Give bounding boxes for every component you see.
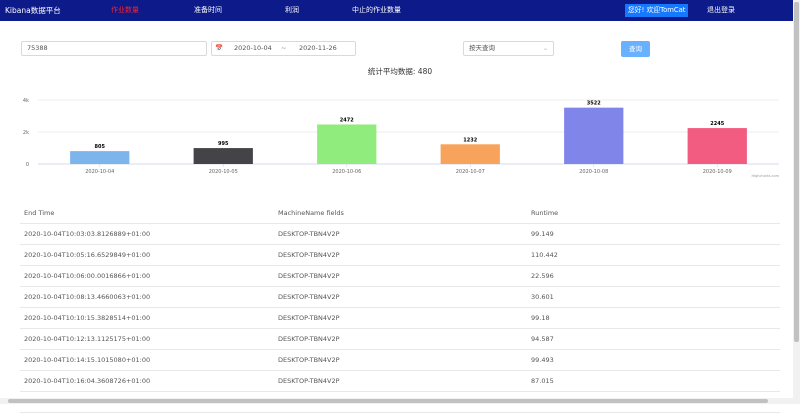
- cell-machine-name: DESKTOP-TBN4V2P: [278, 314, 340, 322]
- cell-machine-name: DESKTOP-TBN4V2P: [278, 356, 340, 364]
- y-tick-label: 2k: [23, 130, 29, 136]
- x-tick-label: 2020-10-04: [85, 169, 114, 175]
- chevron-down-icon: ⌄: [542, 45, 548, 52]
- logout-link[interactable]: 退出登录: [707, 6, 735, 14]
- bar-2020-10-05: [193, 148, 253, 164]
- chart-credits: Highcharts.com: [751, 174, 779, 178]
- cell-runtime: 99.493: [531, 356, 554, 364]
- header-machine-name: MachineName fields: [278, 209, 344, 217]
- cell-end-time: 2020-10-04T10:14:15.1015080+01:00: [24, 356, 151, 364]
- cell-end-time: 2020-10-04T10:06:00.0016866+01:00: [24, 272, 151, 280]
- nav-item-profit[interactable]: 利润: [285, 6, 299, 14]
- horizontal-scroll-thumb[interactable]: [8, 399, 768, 403]
- bar-value-label: 2245: [710, 121, 724, 127]
- query-mode-select[interactable]: 按天查询 ⌄: [463, 41, 554, 56]
- y-tick-label: 0: [26, 162, 29, 168]
- cell-end-time: 2020-10-04T10:12:13.1125175+01:00: [24, 335, 151, 343]
- average-stat-label: 统计平均数据:: [367, 67, 416, 76]
- x-tick-label: 2020-10-09: [703, 169, 732, 175]
- cell-machine-name: DESKTOP-TBN4V2P: [278, 293, 340, 301]
- cell-end-time: 2020-10-04T10:10:15.3828514+01:00: [24, 314, 151, 322]
- bar-2020-10-08: [564, 107, 624, 164]
- table-row: 2020-10-04T10:14:15.1015080+01:00 DESKTOP…: [20, 350, 780, 371]
- bar-2020-10-04: [70, 151, 130, 164]
- cell-runtime: 22.596: [531, 272, 554, 280]
- bar-value-label: 2472: [340, 117, 354, 123]
- query-mode-value: 按天查询: [469, 44, 495, 52]
- bar-chart: 0 2k 4k 805 2020-10-04 995 2020-10-05 2472 2020-…: [23, 98, 780, 178]
- cell-runtime: 99.18: [531, 314, 550, 322]
- y-tick-label: 4k: [23, 98, 29, 104]
- table-row: 2020-10-04T10:03:03.8126889+01:00 DESKTOP…: [20, 224, 780, 245]
- table-header: End Time MachineName fields Runtime: [20, 203, 780, 224]
- bar-2020-10-09: [687, 128, 747, 164]
- bar-2020-10-07: [440, 144, 500, 164]
- date-start-input[interactable]: 2020-10-04: [234, 44, 272, 52]
- cell-end-time: 2020-10-04T10:03:03.8126889+01:00: [24, 230, 151, 238]
- cell-runtime: 30.601: [531, 293, 554, 301]
- cell-machine-name: DESKTOP-TBN4V2P: [278, 335, 340, 343]
- cell-machine-name: DESKTOP-TBN4V2P: [278, 272, 340, 280]
- cell-runtime: 94.587: [531, 335, 554, 343]
- query-button[interactable]: 查询: [621, 41, 650, 57]
- cell-machine-name: DESKTOP-TBN4V2P: [278, 251, 340, 259]
- vertical-scrollbar[interactable]: [793, 0, 800, 404]
- cell-end-time: 2020-10-04T10:16:04.3608726+01:00: [24, 377, 151, 385]
- bar-value-label: 995: [218, 141, 229, 147]
- header-runtime: Runtime: [531, 209, 559, 217]
- cell-machine-name: DESKTOP-TBN4V2P: [278, 377, 340, 385]
- data-table: End Time MachineName fields Runtime 2020…: [20, 203, 780, 413]
- date-range-picker[interactable]: 📅 2020-10-04 ~ 2020-11-26: [211, 41, 356, 56]
- cell-runtime: 87.015: [531, 377, 554, 385]
- brand-title: Kibana数据平台: [5, 6, 61, 15]
- average-stat: 统计平均数据: 480: [0, 66, 800, 77]
- calendar-icon: 📅: [215, 44, 224, 52]
- date-separator: ~: [281, 44, 287, 52]
- table-row: 2020-10-04T10:16:04.3608726+01:00 DESKTOP…: [20, 371, 780, 392]
- search-input[interactable]: 75388: [21, 41, 207, 56]
- top-nav: Kibana数据平台 作业数量 准备时间 利润 中止的作业数量 您好! 欢迎To…: [0, 0, 800, 21]
- horizontal-scrollbar[interactable]: [0, 398, 793, 404]
- vertical-scroll-thumb[interactable]: [794, 2, 799, 342]
- table-row: 2020-10-04T10:05:16.6529849+01:00 DESKTOP…: [20, 245, 780, 266]
- cell-runtime: 99.149: [531, 230, 554, 238]
- x-tick-label: 2020-10-08: [579, 169, 608, 175]
- nav-item-job-count[interactable]: 作业数量: [111, 6, 139, 14]
- table-row: 2020-10-04T10:08:13.4660063+01:00 DESKTOP…: [20, 287, 780, 308]
- table-row: 2020-10-04T10:12:13.1125175+01:00 DESKTOP…: [20, 329, 780, 350]
- cell-machine-name: DESKTOP-TBN4V2P: [278, 230, 340, 238]
- header-end-time: End Time: [24, 209, 55, 217]
- bar-value-label: 805: [95, 144, 106, 150]
- bar-value-label: 3522: [587, 101, 601, 107]
- cell-end-time: 2020-10-04T10:08:13.4660063+01:00: [24, 293, 151, 301]
- table-row: 2020-10-04T10:10:15.3828514+01:00 DESKTOP…: [20, 308, 780, 329]
- x-tick-label: 2020-10-07: [456, 169, 485, 175]
- x-tick-label: 2020-10-06: [332, 169, 361, 175]
- bar-2020-10-06: [317, 124, 377, 164]
- nav-item-aborted-jobs[interactable]: 中止的作业数量: [352, 6, 401, 14]
- table-body: 2020-10-04T10:03:03.8126889+01:00 DESKTOP…: [20, 224, 780, 413]
- cell-runtime: 110.442: [531, 251, 558, 259]
- user-greeting-badge[interactable]: 您好! 欢迎TomCat: [625, 4, 689, 17]
- date-end-input[interactable]: 2020-11-26: [299, 44, 337, 52]
- x-tick-label: 2020-10-05: [209, 169, 238, 175]
- average-stat-value: 480: [417, 67, 433, 76]
- bar-value-label: 1232: [463, 137, 477, 143]
- table-row: 2020-10-04T10:06:00.0016866+01:00 DESKTOP…: [20, 266, 780, 287]
- cell-end-time: 2020-10-04T10:05:16.6529849+01:00: [24, 251, 151, 259]
- nav-item-prep-time[interactable]: 准备时间: [194, 6, 222, 14]
